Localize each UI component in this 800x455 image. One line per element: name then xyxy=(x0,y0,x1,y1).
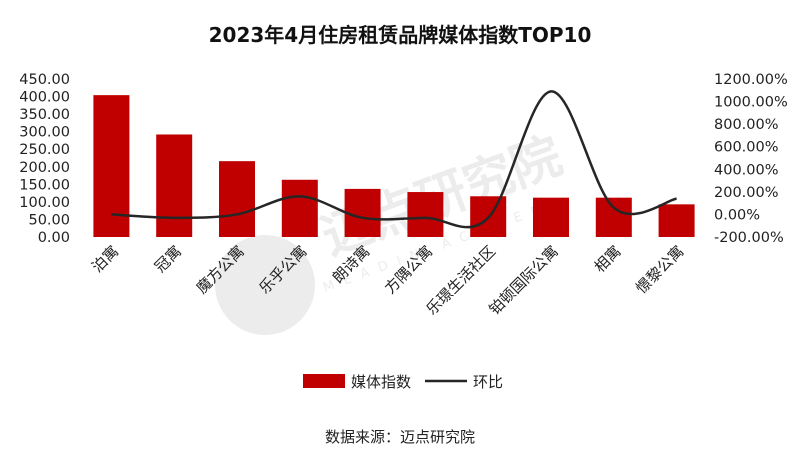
left-axis-tick-label: 250.00 xyxy=(19,142,70,158)
left-axis-tick-label: 50.00 xyxy=(28,212,70,228)
right-axis: 1200.00% 1000.00% 800.00% 600.00% 400.00% 200… xyxy=(714,72,788,246)
bar xyxy=(533,197,569,237)
left-axis-tick-label: 350.00 xyxy=(19,107,70,123)
legend-label-bar: 媒体指数 xyxy=(351,373,411,391)
left-axis-tick-label: 400.00 xyxy=(19,90,70,106)
left-axis-tick-label: 300.00 xyxy=(19,125,70,141)
bar xyxy=(93,95,130,237)
category-label: 泊寓 xyxy=(88,242,122,276)
watermark: 迈点研究院 MEADIN ACADEMY xyxy=(215,126,571,335)
bar-series xyxy=(93,95,695,237)
bar xyxy=(344,188,381,237)
right-axis-tick-label: 800.00% xyxy=(714,117,779,133)
right-axis-tick-label: 0.00% xyxy=(714,207,760,223)
right-axis-tick-label: 200.00% xyxy=(714,185,779,201)
bar xyxy=(156,134,193,237)
category-label: 冠寓 xyxy=(151,242,185,276)
right-axis-tick-label: 1200.00% xyxy=(714,72,788,88)
watermark-logo-circle xyxy=(215,235,315,335)
left-axis-tick-label: 0.00 xyxy=(38,230,70,246)
bar xyxy=(595,197,632,237)
left-axis-tick-label: 100.00 xyxy=(19,195,70,211)
right-axis-tick-label: 1000.00% xyxy=(714,95,788,111)
source-note: 数据来源：迈点研究院 xyxy=(325,428,475,446)
line-path xyxy=(111,90,677,229)
right-axis-tick-label: 600.00% xyxy=(714,140,779,156)
left-axis-tick-label: 200.00 xyxy=(19,160,70,176)
bar xyxy=(407,192,444,237)
left-axis-tick-label: 450.00 xyxy=(19,72,70,88)
right-axis-tick-label: -200.00% xyxy=(714,230,784,246)
bar xyxy=(658,204,695,237)
bar xyxy=(281,179,318,237)
legend: 媒体指数 环比 xyxy=(303,373,503,391)
category-label: 憬黎公寓 xyxy=(632,242,687,297)
chart-title: 2023年4月住房租赁品牌媒体指数TOP10 xyxy=(209,23,592,47)
left-axis-tick-label: 150.00 xyxy=(19,177,70,193)
bar xyxy=(219,161,255,237)
right-axis-tick-label: 400.00% xyxy=(714,162,779,178)
legend-swatch-bar xyxy=(303,374,345,388)
category-label: 相寓 xyxy=(591,242,625,276)
line-series xyxy=(111,90,677,229)
legend-label-line: 环比 xyxy=(473,373,503,391)
